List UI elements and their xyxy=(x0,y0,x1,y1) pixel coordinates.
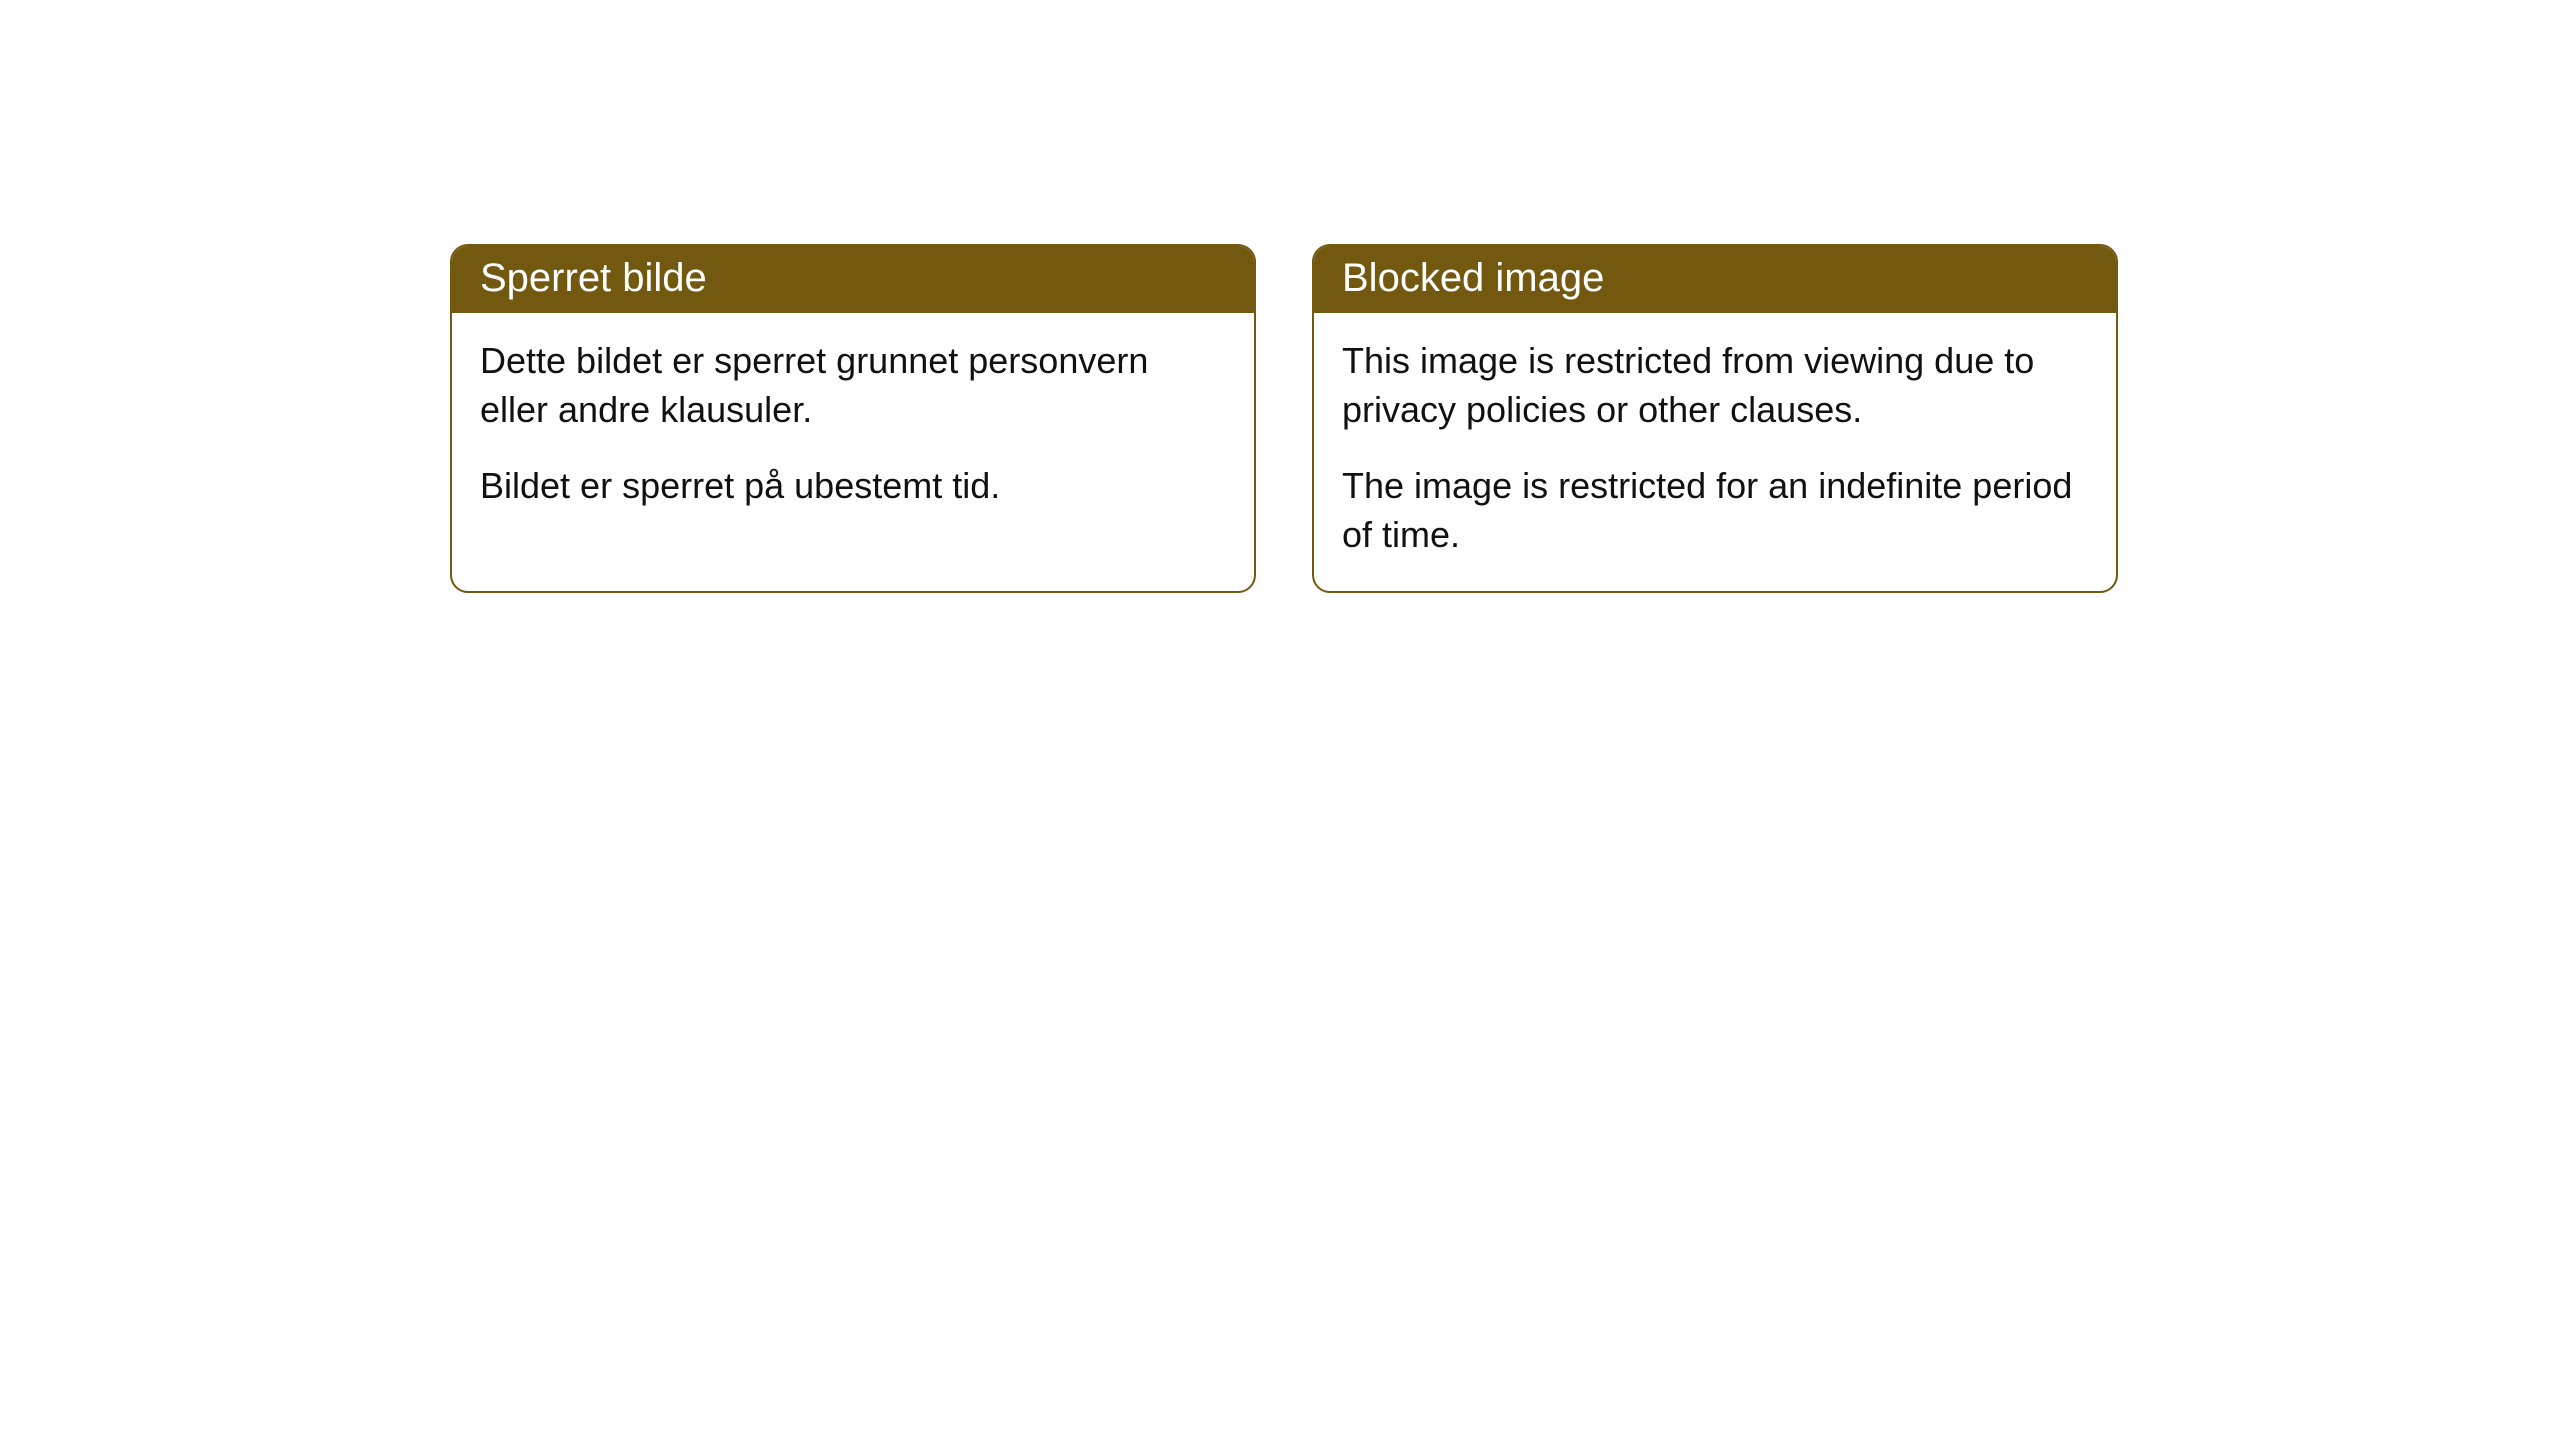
card-body: Dette bildet er sperret grunnet personve… xyxy=(452,313,1254,543)
card-header: Blocked image xyxy=(1314,246,2116,313)
card-body: This image is restricted from viewing du… xyxy=(1314,313,2116,591)
card-paragraph: The image is restricted for an indefinit… xyxy=(1342,462,2088,559)
cards-container: Sperret bilde Dette bildet er sperret gr… xyxy=(0,0,2560,593)
blocked-image-card-english: Blocked image This image is restricted f… xyxy=(1312,244,2118,593)
card-paragraph: Bildet er sperret på ubestemt tid. xyxy=(480,462,1226,511)
blocked-image-card-norwegian: Sperret bilde Dette bildet er sperret gr… xyxy=(450,244,1256,593)
card-paragraph: Dette bildet er sperret grunnet personve… xyxy=(480,337,1226,434)
card-header: Sperret bilde xyxy=(452,246,1254,313)
card-paragraph: This image is restricted from viewing du… xyxy=(1342,337,2088,434)
